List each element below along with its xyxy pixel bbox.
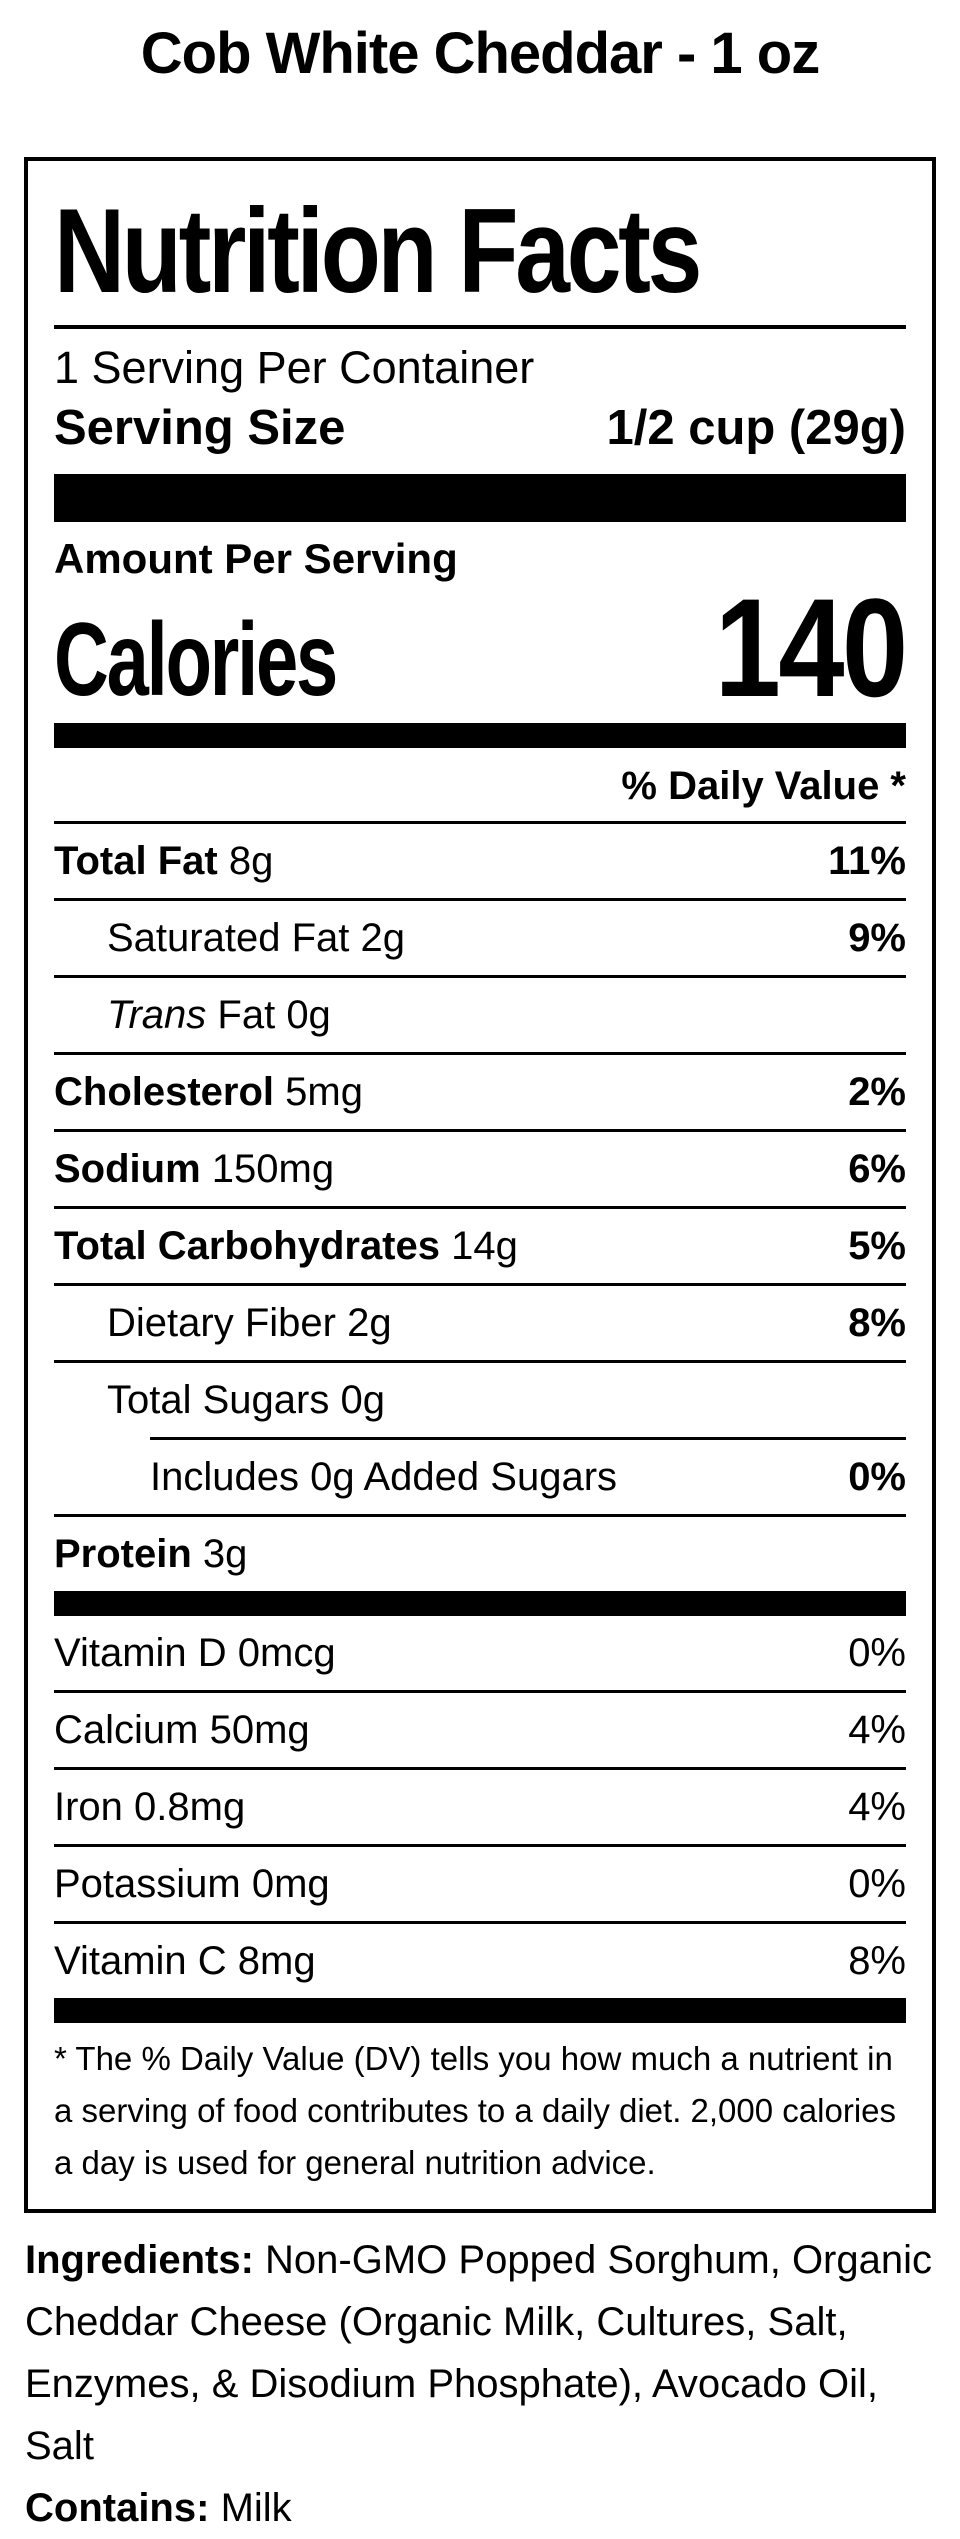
nutrient-percent: 9% <box>848 915 906 960</box>
divider-rule <box>54 820 906 824</box>
nutrient-row-saturated-fat: Saturated Fat 2g 9% <box>54 901 906 975</box>
vitamin-row-potassium: Potassium 0mg 0% <box>54 1847 906 1921</box>
row-separator <box>54 974 906 978</box>
nutrient-text: Total Sugars 0g <box>107 1377 385 1422</box>
row-separator <box>54 1920 906 1924</box>
vitamin-text: Iron 0.8mg <box>54 1784 246 1829</box>
vitamin-row-vitamin-c: Vitamin C 8mg 8% <box>54 1924 906 1998</box>
nutrient-row-trans-fat: Trans Fat 0g <box>54 978 906 1052</box>
nutrient-row-protein: Protein 3g <box>54 1517 906 1591</box>
calories-value: 140 <box>715 569 908 727</box>
vitamin-percent: 0% <box>848 1630 906 1675</box>
row-separator <box>54 897 906 901</box>
nutrient-row-total-carbohydrates: Total Carbohydrates 14g 5% <box>54 1209 906 1283</box>
row-separator <box>54 1359 906 1363</box>
page-title: Cob White Cheddar - 1 oz <box>140 21 820 86</box>
nutrient-row-total-fat: Total Fat 8g 11% <box>54 824 906 898</box>
section-bar-medium <box>54 1590 906 1616</box>
nutrient-percent: 0% <box>848 1454 906 1499</box>
vitamin-text: Vitamin D 0mcg <box>54 1630 336 1675</box>
contains-text: Contains: Milk <box>25 2477 935 2539</box>
nutrient-percent: 11% <box>828 838 906 883</box>
row-separator <box>54 1282 906 1286</box>
nutrition-facts-panel: Nutrition Facts 1 Serving Per Container … <box>24 157 936 2214</box>
nutrient-text: Trans Fat 0g <box>107 992 331 1037</box>
vitamin-row-vitamin-d: Vitamin D 0mcg 0% <box>54 1616 906 1690</box>
nutrient-text: Protein 3g <box>54 1531 248 1576</box>
vitamin-row-calcium: Calcium 50mg 4% <box>54 1693 906 1767</box>
vitamin-percent: 4% <box>848 1707 906 1752</box>
nutrient-text: Dietary Fiber 2g <box>107 1300 392 1345</box>
row-separator <box>54 1766 906 1770</box>
row-separator <box>54 1513 906 1517</box>
nutrient-text: Total Fat 8g <box>54 838 274 883</box>
heading-divider-rule <box>54 325 906 329</box>
daily-value-footnote: * The % Daily Value (DV) tells you how m… <box>54 2039 896 2182</box>
vitamin-percent: 8% <box>848 1938 906 1983</box>
row-separator <box>54 1843 906 1847</box>
row-separator <box>54 1051 906 1055</box>
section-bar-medium <box>54 1997 906 2023</box>
serving-size-value: 1/2 cup (29g) <box>606 401 906 455</box>
row-separator <box>54 1128 906 1132</box>
nutrient-percent: 2% <box>848 1069 906 1114</box>
vitamin-text: Potassium 0mg <box>54 1861 330 1906</box>
section-bar-medium <box>54 722 906 748</box>
nutrient-text: Includes 0g Added Sugars <box>150 1454 618 1499</box>
nutrient-percent: 8% <box>848 1300 906 1345</box>
serving-size-label: Serving Size <box>54 401 346 455</box>
nutrient-row-added-sugars: Includes 0g Added Sugars 0% <box>54 1440 906 1514</box>
row-separator-indented <box>150 1436 906 1440</box>
nutrient-row-cholesterol: Cholesterol 5mg 2% <box>54 1055 906 1129</box>
contains-value: Milk <box>220 2486 292 2531</box>
daily-value-header: % Daily Value * <box>621 763 906 808</box>
nutrition-label-page: Cob White Cheddar - 1 oz Nutrition Facts… <box>0 20 960 2539</box>
section-bar-thick <box>54 473 906 522</box>
ingredients-label: Ingredients: <box>25 2238 254 2283</box>
vitamin-text: Vitamin C 8mg <box>54 1938 316 1983</box>
nutrient-percent: 6% <box>848 1146 906 1191</box>
nutrient-percent: 5% <box>848 1223 906 1268</box>
nutrient-text: Total Carbohydrates 14g <box>54 1223 518 1268</box>
nutrient-text: Cholesterol 5mg <box>54 1069 363 1114</box>
calories-label: Calories <box>54 601 338 718</box>
vitamin-text: Calcium 50mg <box>54 1707 310 1752</box>
nutrition-facts-heading: Nutrition Facts <box>54 184 702 318</box>
row-separator <box>54 1205 906 1209</box>
nutrient-text: Sodium 150mg <box>54 1146 335 1191</box>
ingredients-list: Non-GMO Popped Sorghum, Organic Cheddar … <box>25 2238 933 2469</box>
serving-size-row: Serving Size 1/2 cup (29g) <box>54 399 906 458</box>
nutrient-row-dietary-fiber: Dietary Fiber 2g 8% <box>54 1286 906 1360</box>
nutrient-row-sodium: Sodium 150mg 6% <box>54 1132 906 1206</box>
nutrient-row-total-sugars: Total Sugars 0g <box>54 1363 906 1437</box>
contains-label: Contains: <box>25 2486 210 2531</box>
vitamin-row-iron: Iron 0.8mg 4% <box>54 1770 906 1844</box>
servings-per-container: 1 Serving Per Container <box>54 342 535 393</box>
ingredients-text: Ingredients: Non-GMO Popped Sorghum, Org… <box>25 2229 935 2477</box>
amount-per-serving-label: Amount Per Serving <box>54 534 458 582</box>
vitamin-percent: 4% <box>848 1784 906 1829</box>
row-separator <box>54 1689 906 1693</box>
vitamin-percent: 0% <box>848 1861 906 1906</box>
nutrition-facts-heading-wrap: Nutrition Facts <box>54 161 906 317</box>
calories-row: Calories 140 <box>54 569 909 727</box>
nutrient-text: Saturated Fat 2g <box>107 915 405 960</box>
